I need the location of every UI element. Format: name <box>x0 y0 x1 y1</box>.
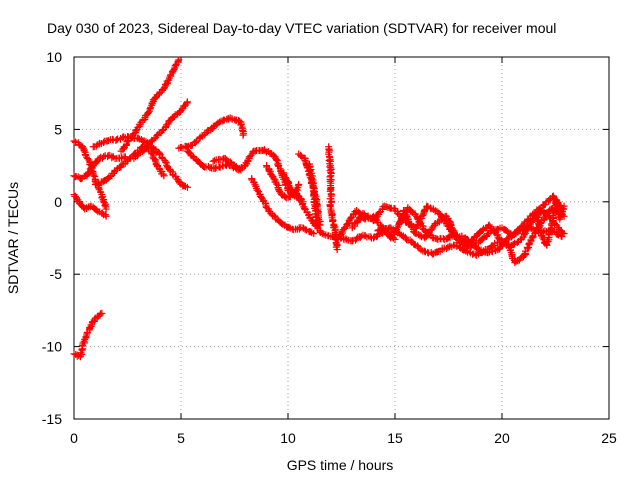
series-trail <box>71 192 109 219</box>
series-s4 <box>70 191 110 220</box>
x-tick-label: 5 <box>177 430 185 446</box>
y-tick-label: 5 <box>54 121 62 137</box>
y-tick-label: 10 <box>46 49 62 65</box>
y-tick-label: 0 <box>54 194 62 210</box>
series-s21 <box>400 206 568 251</box>
plot-frame <box>73 56 610 420</box>
series-trail <box>71 151 128 183</box>
y-tick-label: -10 <box>42 339 62 355</box>
y-tick-label: -15 <box>42 411 62 427</box>
series-trail <box>119 57 182 153</box>
series-s12 <box>248 175 318 238</box>
x-tick-label: 25 <box>601 430 617 446</box>
x-tick-label: 20 <box>494 430 510 446</box>
series-s14 <box>280 169 399 245</box>
series-s8 <box>130 98 191 162</box>
y-tick-label: -5 <box>50 266 63 282</box>
y-axis-label: SDTVAR / TECUs <box>5 182 21 294</box>
series-trail <box>211 154 243 173</box>
chart-title: Day 030 of 2023, Sidereal Day-to-day VTE… <box>47 20 556 36</box>
series-s17 <box>325 143 341 254</box>
x-tick-label: 0 <box>70 430 78 446</box>
data-points <box>70 56 568 361</box>
series-s13 <box>263 162 307 206</box>
series-s22 <box>532 198 568 249</box>
series-s16 <box>305 160 322 226</box>
series-trail <box>400 207 567 249</box>
series-trail <box>248 176 316 237</box>
axis-ticks: 0 5 10 15 20 25 10 5 0 -5 -10 -15 <box>42 49 617 446</box>
x-tick-label: 10 <box>280 430 296 446</box>
series-s11 <box>209 154 245 174</box>
series-trail <box>177 114 247 152</box>
x-axis-label: GPS time / hours <box>287 457 394 473</box>
series-trail <box>132 99 191 161</box>
x-tick-label: 15 <box>387 430 403 446</box>
series-s9 <box>175 114 247 152</box>
series-trail <box>533 199 567 248</box>
series-trail <box>306 162 321 224</box>
series-s7 <box>117 56 183 155</box>
series-trail <box>72 310 104 360</box>
data-point <box>70 137 78 145</box>
series-s1 <box>70 309 106 361</box>
series-s3 <box>70 151 129 183</box>
